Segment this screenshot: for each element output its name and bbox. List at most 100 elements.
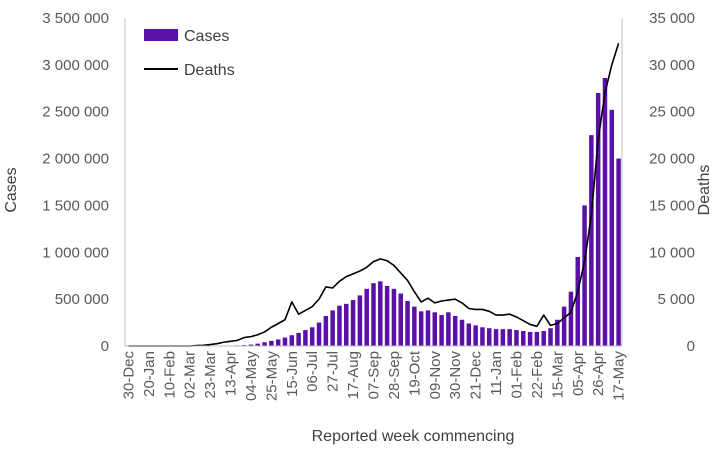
cases-bar (303, 330, 308, 346)
cases-bar (418, 311, 424, 346)
x-tick-label: 25-May (263, 351, 280, 402)
right-axis-ticks: 0 5 000 10 000 15 000 20 000 25 000 30 000 35 0… (649, 10, 695, 355)
y-left-tick-label: 2 000 000 (42, 151, 109, 168)
y-right-tick-label: 20 000 (649, 151, 695, 168)
cases-bar (555, 319, 560, 346)
cases-bar (500, 329, 506, 346)
cases-bar (384, 286, 390, 346)
cases-bar (371, 283, 376, 346)
y-left-tick-label: 3 500 000 (42, 10, 109, 27)
x-tick-label: 09-Nov (427, 351, 444, 400)
cases-bar (309, 327, 315, 346)
x-tick-label: 01-Feb (508, 351, 525, 399)
x-tick-label: 07-Sep (366, 351, 383, 399)
cases-bar (521, 331, 526, 346)
legend-cases-label: Cases (184, 28, 229, 45)
cases-bar (527, 331, 533, 346)
x-tick-label: 30-Nov (447, 351, 464, 400)
cases-bar (391, 288, 397, 346)
legend-deaths-label: Deaths (184, 62, 235, 79)
cases-bar (486, 328, 492, 346)
x-tick-label: 30-Dec (120, 351, 137, 400)
y-left-tick-label: 1 500 000 (42, 197, 109, 214)
cases-bar (616, 158, 621, 346)
cases-bar (541, 331, 546, 346)
x-axis-ticks: 30-Dec 20-Jan 10-Feb 02-Mar 23-Mar 13-Apr 04-M… (120, 350, 627, 401)
deaths-line-group (128, 43, 620, 347)
cases-bar (378, 281, 383, 346)
cases-bar (269, 340, 274, 346)
cases-bar (595, 92, 601, 346)
legend-cases-swatch (144, 29, 178, 41)
cases-bar (459, 319, 465, 346)
x-tick-label: 13-Apr (223, 351, 240, 396)
cases-bar (439, 315, 444, 346)
cases-bar (534, 331, 540, 346)
cases-bar (289, 335, 295, 346)
y-right-tick-label: 35 000 (649, 10, 695, 27)
cases-bars (221, 77, 621, 346)
cases-bar (589, 135, 594, 346)
cases-bar (432, 312, 438, 346)
cases-bar (248, 344, 254, 346)
x-tick-label: 04-May (243, 351, 260, 402)
cases-bar (344, 303, 349, 346)
cases-bar (480, 327, 485, 346)
y-right-tick-label: 10 000 (649, 244, 695, 261)
cases-bar (466, 323, 472, 346)
cases-bar (337, 305, 342, 346)
legend: Cases Deaths (144, 28, 235, 79)
y-right-axis-title: Deaths (696, 165, 713, 216)
cases-bar (493, 329, 499, 346)
cases-bar (316, 322, 322, 346)
x-tick-label: 26-Apr (590, 351, 607, 396)
x-tick-label: 28-Sep (386, 351, 403, 399)
x-tick-label: 23-Mar (202, 351, 219, 399)
x-axis-title: Reported week commencing (312, 428, 515, 445)
cases-bar (330, 310, 335, 346)
cases-bar (323, 316, 329, 346)
x-tick-label: 17-Aug (345, 351, 362, 399)
cases-bar (296, 332, 301, 346)
x-tick-label: 27-Jul (325, 351, 342, 392)
cases-bar (561, 306, 567, 346)
cases-bar (514, 330, 519, 346)
cases-bar (568, 291, 574, 346)
x-tick-label: 15-Jun (284, 351, 301, 397)
x-tick-label: 15-Mar (549, 351, 566, 399)
x-tick-label: 10-Feb (161, 351, 178, 399)
cases-bar (609, 109, 615, 346)
cases-bar (282, 337, 288, 346)
axes (124, 18, 623, 347)
y-left-tick-label: 500 000 (55, 291, 109, 308)
cases-bar (507, 329, 512, 346)
y-right-tick-label: 25 000 (649, 104, 695, 121)
cases-bar (452, 316, 458, 346)
cases-bar (446, 312, 451, 346)
left-axis-ticks: 0 500 000 1 000 000 1 500 000 2 000 000 2 500… (42, 10, 109, 355)
x-tick-label: 11-Jan (488, 351, 505, 396)
y-left-axis-title: Cases (3, 167, 20, 212)
y-left-tick-label: 0 (101, 338, 109, 355)
cases-bar (262, 342, 267, 346)
cases-bar (405, 301, 410, 346)
x-tick-label: 05-Apr (570, 351, 587, 396)
cases-bar (548, 328, 553, 346)
deaths-line (128, 43, 620, 347)
y-right-tick-label: 30 000 (649, 57, 695, 74)
y-right-tick-label: 15 000 (649, 197, 695, 214)
cases-bar (575, 256, 580, 346)
y-right-tick-label: 0 (687, 338, 695, 355)
x-tick-label: 20-Jan (141, 351, 158, 397)
x-tick-label: 22-Feb (529, 351, 546, 399)
cases-bar (582, 205, 587, 346)
cases-bar (412, 306, 417, 346)
cases-bar (364, 288, 369, 346)
x-tick-label: 19-Oct (406, 350, 423, 396)
x-tick-label: 21-Dec (468, 351, 485, 400)
cases-bar (350, 300, 356, 346)
cases-bar (357, 295, 363, 346)
cases-bar (473, 325, 478, 346)
